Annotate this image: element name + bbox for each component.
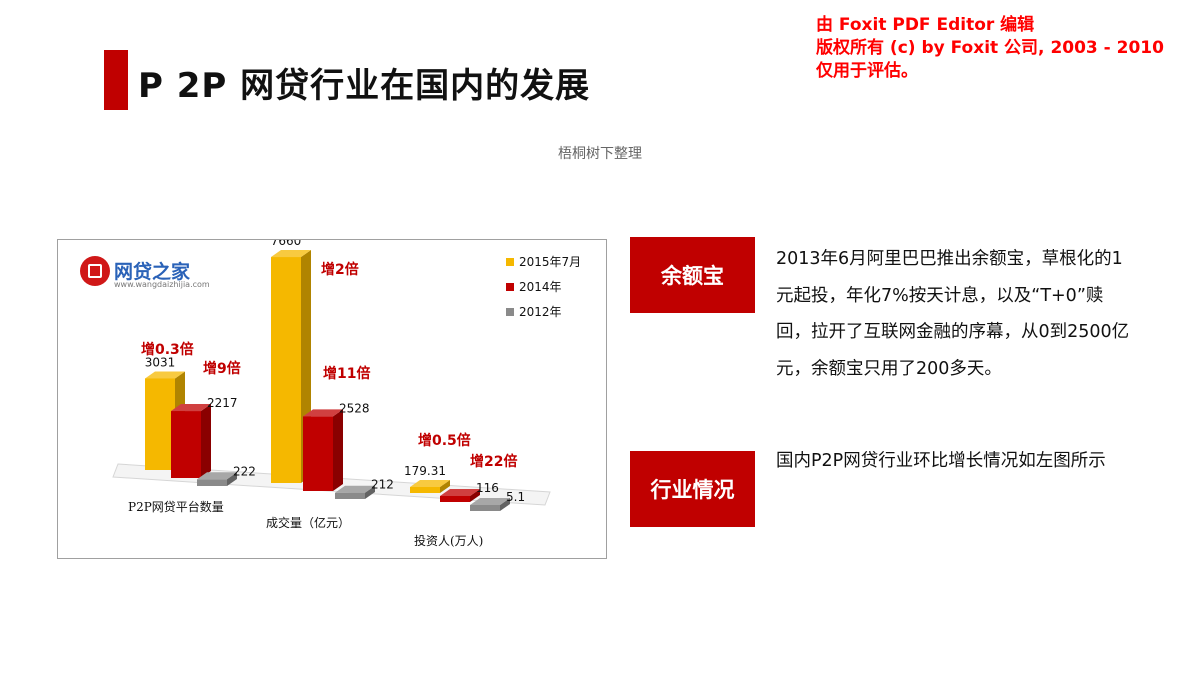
watermark-line-3: 仅用于评估。 bbox=[816, 61, 918, 81]
logo-name: 网贷之家 bbox=[114, 261, 191, 283]
bar bbox=[410, 487, 440, 493]
section-label-industry: 行业情况 bbox=[630, 451, 755, 527]
growth-annotation: 增2倍 bbox=[321, 261, 359, 278]
bar-top bbox=[271, 250, 311, 258]
title-accent-bar bbox=[104, 50, 128, 110]
data-label: 116 bbox=[476, 481, 499, 495]
foxit-watermark: 由 Foxit PDF Editor 编辑 版权所有 (c) by Foxit … bbox=[816, 14, 1164, 83]
bar bbox=[470, 505, 500, 511]
watermark-line-2: 版权所有 (c) by Foxit 公司, 2003 - 2010 bbox=[816, 38, 1164, 58]
section-label-yuebao: 余额宝 bbox=[630, 237, 755, 313]
data-label: 5.1 bbox=[506, 490, 525, 504]
growth-chart: 3031 2217 222 7660 2528 212 179.31 116 5.1 P2P网贷平… bbox=[57, 239, 607, 559]
logo-url: www.wangdaizhijia.com bbox=[114, 280, 210, 289]
bar-top bbox=[335, 485, 375, 493]
category-label: P2P网贷平台数量 bbox=[128, 499, 224, 514]
bar-top bbox=[440, 489, 480, 496]
bar-top bbox=[470, 498, 510, 505]
chart-canvas: 3031 2217 222 7660 2528 212 179.31 116 5.1 P2P网贷平… bbox=[112, 240, 581, 548]
section-text-yuebao: 2013年6月阿里巴巴推出余额宝，草根化的1元起投，年化7%按天计息，以及“T+… bbox=[776, 249, 1130, 379]
bar bbox=[303, 416, 333, 491]
growth-annotation: 增22倍 bbox=[470, 453, 517, 470]
category-label: 投资人(万人) bbox=[414, 533, 483, 548]
bar-top bbox=[145, 371, 185, 379]
bar bbox=[197, 479, 227, 486]
growth-annotation: 增0.3倍 bbox=[141, 341, 194, 358]
bar-side bbox=[227, 472, 237, 486]
legend-swatch bbox=[506, 283, 514, 291]
watermark-line-1: 由 Foxit PDF Editor 编辑 bbox=[816, 15, 1035, 35]
legend-swatch bbox=[506, 308, 514, 316]
legend-label: 2015年7月 bbox=[519, 255, 581, 269]
category-label: 成交量（亿元） bbox=[266, 515, 350, 530]
bar-side bbox=[333, 409, 343, 491]
growth-annotation: 增0.5倍 bbox=[418, 432, 471, 449]
legend-swatch bbox=[506, 258, 514, 266]
bar-side bbox=[440, 480, 450, 493]
bar bbox=[145, 378, 175, 470]
bar-top bbox=[410, 480, 450, 487]
data-label: 3031 bbox=[145, 355, 176, 369]
data-label: 7660 bbox=[271, 240, 302, 248]
bar-side bbox=[365, 485, 375, 499]
legend-label: 2014年 bbox=[519, 280, 562, 294]
bar bbox=[271, 257, 301, 483]
bar bbox=[335, 492, 365, 499]
legend-label: 2012年 bbox=[519, 305, 562, 319]
bar-top bbox=[197, 472, 237, 480]
data-label: 2528 bbox=[339, 401, 370, 415]
bar-top bbox=[303, 409, 343, 417]
bar-side bbox=[201, 404, 211, 478]
data-label: 222 bbox=[233, 464, 256, 478]
bar-top bbox=[171, 404, 211, 412]
wangdaizhijia-logo-icon bbox=[80, 256, 110, 286]
bar bbox=[171, 411, 201, 478]
bar-side bbox=[500, 498, 510, 511]
credit-text: 梧桐树下整理 bbox=[558, 146, 642, 162]
data-label: 2217 bbox=[207, 396, 238, 410]
growth-annotation: 增11倍 bbox=[323, 365, 370, 382]
growth-annotation: 增9倍 bbox=[203, 360, 241, 377]
data-label: 179.31 bbox=[404, 464, 446, 478]
page-title: P 2P 网贷行业在国内的发展 bbox=[138, 66, 591, 106]
bar bbox=[440, 496, 470, 502]
data-label: 212 bbox=[371, 478, 394, 492]
section-text-industry: 国内P2P网贷行业环比增长情况如左图所示 bbox=[776, 451, 1106, 471]
bar-side bbox=[470, 489, 480, 502]
